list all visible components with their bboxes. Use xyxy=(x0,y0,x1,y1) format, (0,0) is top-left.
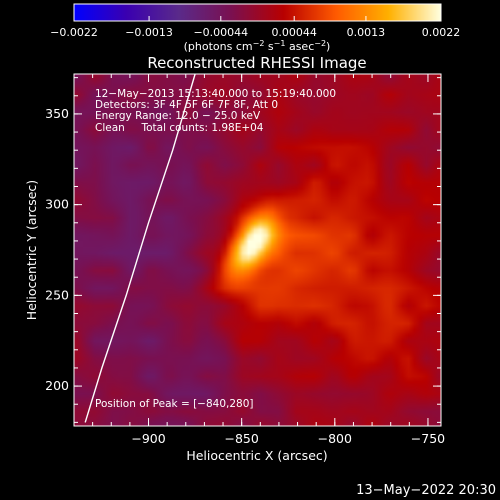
x-tick-label: −900 xyxy=(131,431,165,446)
axis-ticks: −900 −850 −800 −750 200 250 300 350 xyxy=(45,74,445,446)
x-tick-label: −800 xyxy=(318,431,352,446)
colorbar-label: (photons cm−2 s−1 asec−2) xyxy=(184,39,331,53)
annotation-energy: Energy Range: 12.0 − 25.0 keV xyxy=(95,110,261,122)
y-tick-label: 250 xyxy=(45,287,69,302)
y-tick-label: 350 xyxy=(45,106,69,121)
solar-limb-curve xyxy=(84,74,196,423)
colorbar: −0.0022 −0.0013 −0.00044 0.00044 0.0013 0.002… xyxy=(50,3,460,53)
y-tick-label: 300 xyxy=(45,197,69,212)
y-tick-label: 200 xyxy=(45,378,69,393)
annotation-detectors: Detectors: 3F 4F 5F 6F 7F 8F, Att 0 xyxy=(95,99,278,111)
x-tick-label: −750 xyxy=(411,431,445,446)
x-tick-label: −850 xyxy=(224,431,258,446)
colorbar-tick-label: 0.0022 xyxy=(422,26,461,39)
colorbar-tick-label: −0.0013 xyxy=(125,26,173,39)
chart-title: Reconstructed RHESSI Image xyxy=(147,54,366,72)
plot-frame xyxy=(73,73,442,427)
colorbar-tick-label: −0.00044 xyxy=(193,26,248,39)
peak-position: Position of Peak = [−840,280] xyxy=(95,398,254,410)
annotations: 12−May−2013 15:13:40.000 to 15:19:40.000… xyxy=(95,88,336,410)
colorbar-ticks: −0.0022 −0.0013 −0.00044 0.00044 0.0013 0.002… xyxy=(50,16,460,39)
colorbar-tick-label: 0.0013 xyxy=(347,26,386,39)
colorbar-gradient xyxy=(73,3,442,22)
x-axis-label: Heliocentric X (arcsec) xyxy=(186,448,327,463)
colorbar-tick-label: 0.00044 xyxy=(271,26,317,39)
render-timestamp: 13−May−2022 20:30 xyxy=(356,483,496,498)
colorbar-tick-label: −0.0022 xyxy=(50,26,98,39)
heatmap-raster xyxy=(74,74,441,426)
heatmap-image xyxy=(74,74,441,426)
y-axis-label: Heliocentric Y (arcsec) xyxy=(24,180,39,320)
annotation-time: 12−May−2013 15:13:40.000 to 15:19:40.000 xyxy=(95,88,336,100)
annotation-counts: Clean Total counts: 1.98E+04 xyxy=(95,122,264,134)
